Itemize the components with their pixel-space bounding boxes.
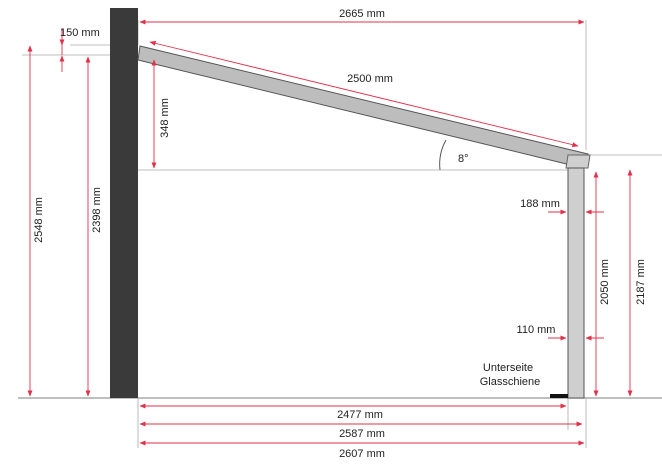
glass-rail-label-line1: Unterseite (483, 362, 533, 374)
dim-width-2: 2587 mm (339, 428, 385, 440)
dim-post-inset-bottom: 110 mm (517, 324, 556, 336)
extension-lines (22, 20, 662, 448)
dim-rise-height: 348 mm (159, 98, 171, 138)
glass-rail-label-line2: Glasschiene (480, 376, 541, 388)
rafter-end-cap (565, 154, 591, 169)
dim-width-3: 2607 mm (339, 448, 385, 460)
roof-rafter (137, 45, 589, 169)
dim-total-width-top: 2665 mm (339, 8, 385, 20)
dim-post-total-height: 2187 mm (635, 259, 647, 305)
dim-roof-angle: 8° (458, 153, 469, 165)
support-post (567, 167, 585, 399)
glass-rail-bottom (550, 394, 568, 398)
dim-wall-height-rafter: 2398 mm (91, 187, 103, 233)
dimension-lines (27, 19, 633, 446)
dim-post-clear-height: 2050 mm (599, 259, 611, 305)
dim-post-inset-top: 188 mm (520, 198, 560, 210)
dim-width-1: 2477 mm (337, 409, 383, 421)
dim-wall-height-total: 2548 mm (33, 197, 45, 243)
house-wall (110, 8, 138, 398)
dim-rafter-length: 2500 mm (347, 73, 393, 85)
dim-rafter-offset-top: 150 mm (60, 27, 100, 39)
roof-angle-arc (439, 139, 447, 171)
